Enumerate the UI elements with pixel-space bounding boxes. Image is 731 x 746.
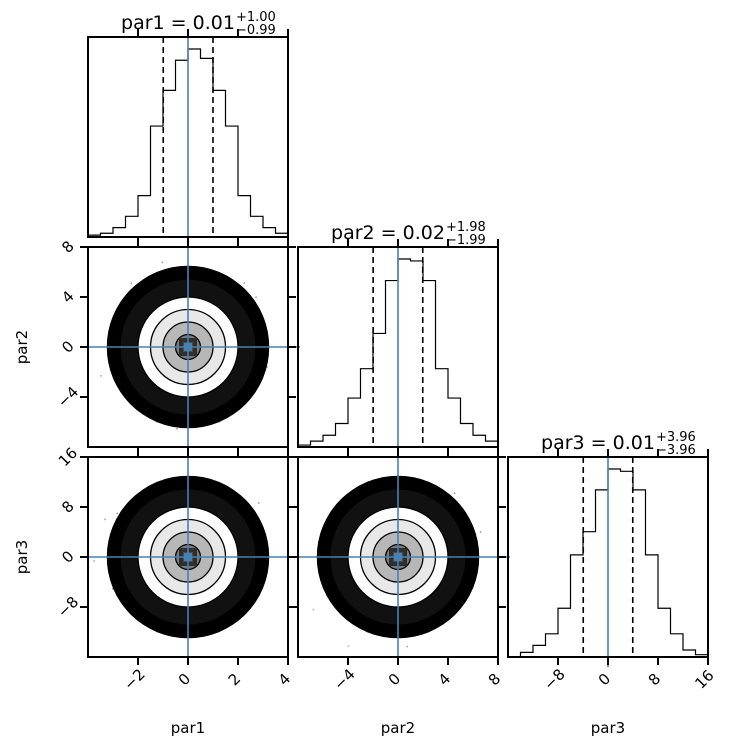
x-tick-label-par2: −4 <box>330 665 358 693</box>
y-tick-label-par3: 0 <box>58 547 77 566</box>
y-tick-label-par3: 16 <box>55 444 81 470</box>
y-tick-label-par3: 8 <box>58 497 77 516</box>
sample-point <box>347 645 350 647</box>
density-panel-par1-par2 <box>100 247 270 430</box>
sample-point <box>176 427 178 430</box>
x-tick-label-par2: 8 <box>485 670 504 689</box>
x-axis-label-par2: par2 <box>381 719 415 737</box>
sample-point <box>130 282 133 285</box>
truth-marker <box>394 553 402 561</box>
sample-point <box>104 518 106 521</box>
sample-point <box>93 560 95 562</box>
title-err-plus-par3: +3.96 <box>656 430 696 445</box>
title-err-plus-par2: +1.98 <box>446 220 486 235</box>
sample-point <box>312 608 315 611</box>
x-tick-label-par2: 4 <box>435 670 454 689</box>
sample-point <box>255 296 257 299</box>
y-axis-label-par2: par2 <box>13 330 31 364</box>
hist-title-par3: par3 = 0.01 <box>541 432 655 454</box>
x-tick-label-par3: 8 <box>645 670 664 689</box>
x-tick-label-par3: 0 <box>595 670 614 689</box>
hist-title-par1: par1 = 0.01 <box>121 12 235 34</box>
hist-title-par2: par2 = 0.02 <box>331 222 445 244</box>
x-tick-label-par1: 0 <box>175 670 194 689</box>
y-axis-label-par3: par3 <box>13 540 31 574</box>
x-tick-label-par1: 4 <box>275 670 294 689</box>
title-err-minus-par2: −1.99 <box>446 233 486 248</box>
title-err-minus-par3: −3.96 <box>656 443 696 458</box>
title-err-minus-par1: −0.99 <box>236 23 276 38</box>
y-tick-label-par2: 0 <box>58 337 77 356</box>
sample-point <box>100 374 102 377</box>
sample-point <box>453 492 456 495</box>
sample-point <box>243 282 246 284</box>
truth-marker <box>184 553 192 561</box>
truth-marker <box>184 343 192 351</box>
sample-point <box>161 261 164 264</box>
x-axis-label-par1: par1 <box>171 719 205 737</box>
sample-point <box>116 512 119 515</box>
sample-point <box>406 645 409 648</box>
x-axis-label-par3: par3 <box>591 719 625 737</box>
sample-point <box>479 531 482 533</box>
density-panel-par2-par3 <box>312 475 482 648</box>
x-tick-label-par1: −2 <box>120 665 148 693</box>
y-tick-label-par2: −4 <box>54 383 82 411</box>
y-tick-label-par2: 4 <box>58 287 77 306</box>
sample-point <box>257 502 260 504</box>
y-tick-label-par3: −8 <box>54 593 82 621</box>
x-tick-label-par1: 2 <box>225 670 244 689</box>
x-tick-label-par3: −8 <box>540 665 568 693</box>
y-tick-label-par2: 8 <box>58 237 77 256</box>
x-tick-label-par2: 0 <box>385 670 404 689</box>
x-tick-label-par3: 16 <box>691 666 717 692</box>
title-err-plus-par1: +1.00 <box>236 10 276 25</box>
